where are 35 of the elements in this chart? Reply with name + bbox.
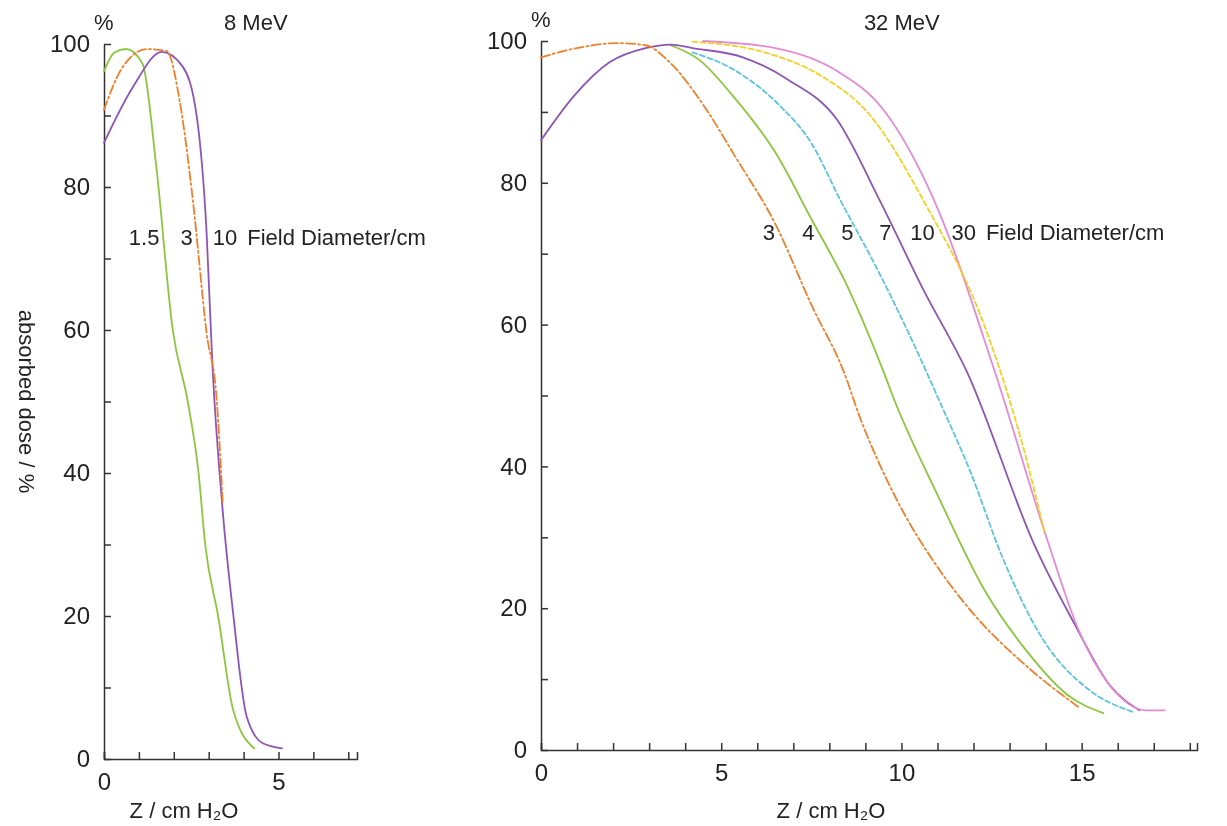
series-label: 4 <box>802 220 815 246</box>
y-tick-label: 60 <box>500 310 527 338</box>
text: % <box>94 10 114 35</box>
annotation: Field Diameter/cm <box>247 225 426 251</box>
series-label: 10 <box>212 225 238 251</box>
series-label: 5 <box>841 220 854 246</box>
y-tick-label: 80 <box>500 168 527 196</box>
series-label: 30 <box>951 220 976 246</box>
chart-title: 32 MeV <box>863 10 941 35</box>
x-axis-title: Z / cm H₂O <box>129 798 239 823</box>
y-tick-label: 20 <box>63 602 90 630</box>
series-label: 7 <box>879 220 892 246</box>
y-tick-label: 100 <box>486 27 527 55</box>
x-tick-label: 0 <box>97 768 112 796</box>
x-tick-label: 15 <box>1068 759 1096 787</box>
y-tick-label: 20 <box>500 594 527 622</box>
series-label: 10 <box>910 220 935 246</box>
y-tick-label: 80 <box>63 173 90 201</box>
y-tick-label: 40 <box>500 452 527 480</box>
x-tick-label: 0 <box>534 759 549 787</box>
chart-title: 8 MeV <box>224 10 288 35</box>
annotation: Field Diameter/cm <box>985 220 1165 246</box>
y-axis-title: absorbed dose / % <box>14 309 39 494</box>
y-tick-label: 0 <box>513 736 527 764</box>
x-tick-label: 5 <box>715 759 729 787</box>
y-tick-label: 40 <box>63 459 90 487</box>
x-axis-title: Z / cm H₂O <box>776 798 886 823</box>
y-tick-label: 60 <box>63 316 90 344</box>
series-label: 1.5 <box>128 225 160 251</box>
x-tick-label: 5 <box>272 768 286 796</box>
y-tick-label: 100 <box>49 30 90 58</box>
series-label: 3 <box>762 220 776 246</box>
x-tick-label: 10 <box>888 759 916 787</box>
text: % <box>531 7 551 32</box>
series-label: 3 <box>180 225 193 251</box>
